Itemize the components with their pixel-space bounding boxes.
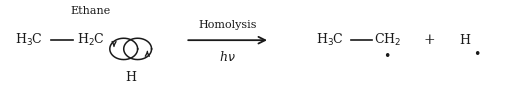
Text: Ethane: Ethane	[71, 6, 111, 16]
Text: H: H	[125, 71, 136, 84]
Text: h$\nu$: h$\nu$	[219, 50, 236, 64]
Text: H: H	[460, 34, 470, 47]
Text: H$_2$C: H$_2$C	[77, 32, 105, 48]
Text: +: +	[423, 33, 435, 47]
Text: H$_3$C: H$_3$C	[316, 32, 343, 48]
Text: •: •	[473, 48, 480, 61]
Text: Homolysis: Homolysis	[198, 20, 257, 30]
Text: CH$_2$: CH$_2$	[374, 32, 401, 48]
Text: H$_3$C: H$_3$C	[15, 32, 43, 48]
Text: •: •	[384, 50, 391, 63]
